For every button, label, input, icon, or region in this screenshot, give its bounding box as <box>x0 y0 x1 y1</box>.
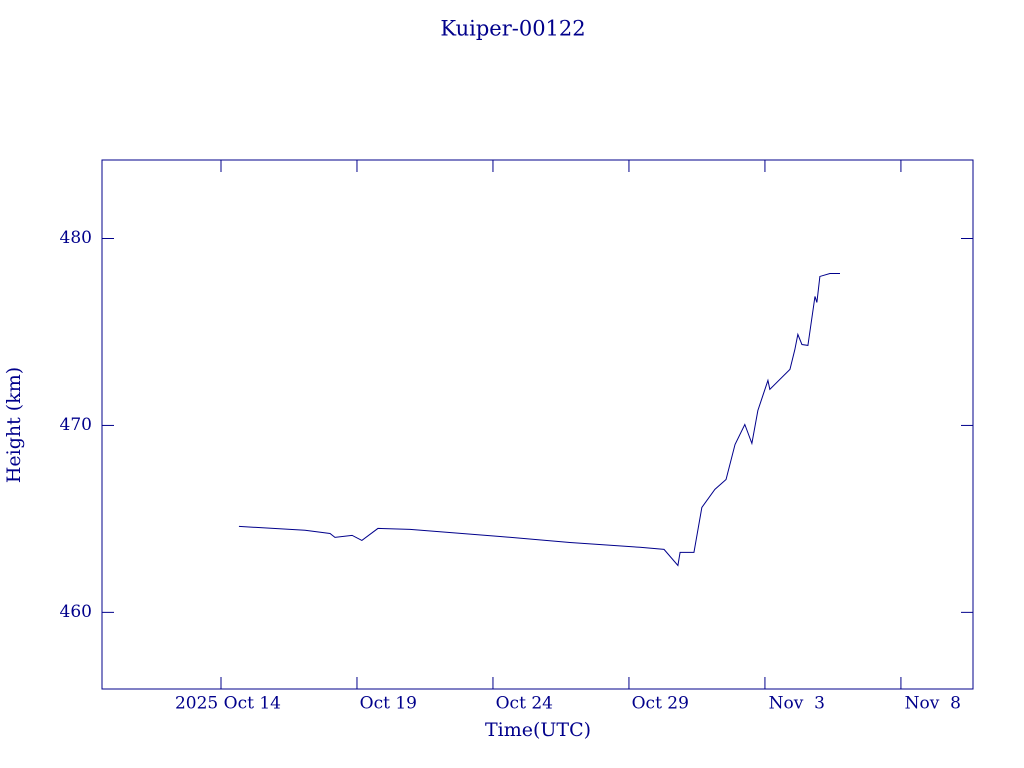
x-tick-label: 2025 Oct 14 <box>175 694 281 714</box>
data-line <box>238 272 841 567</box>
y-tick-label: 460 <box>60 602 92 622</box>
plot-frame <box>101 159 974 690</box>
chart-title: Kuiper-00122 <box>440 17 585 41</box>
x-axis-label: Time(UTC) <box>485 719 591 741</box>
x-tick-label: Nov 8 <box>905 694 961 714</box>
x-tick-label: Oct 29 <box>632 694 689 714</box>
y-tick-label: 470 <box>60 415 92 435</box>
x-tick-label: Oct 24 <box>496 694 553 714</box>
x-tick-label: Oct 19 <box>360 694 417 714</box>
y-axis-label: Height (km) <box>3 367 25 483</box>
y-tick-label: 480 <box>60 228 92 248</box>
x-tick-label: Nov 3 <box>769 694 825 714</box>
